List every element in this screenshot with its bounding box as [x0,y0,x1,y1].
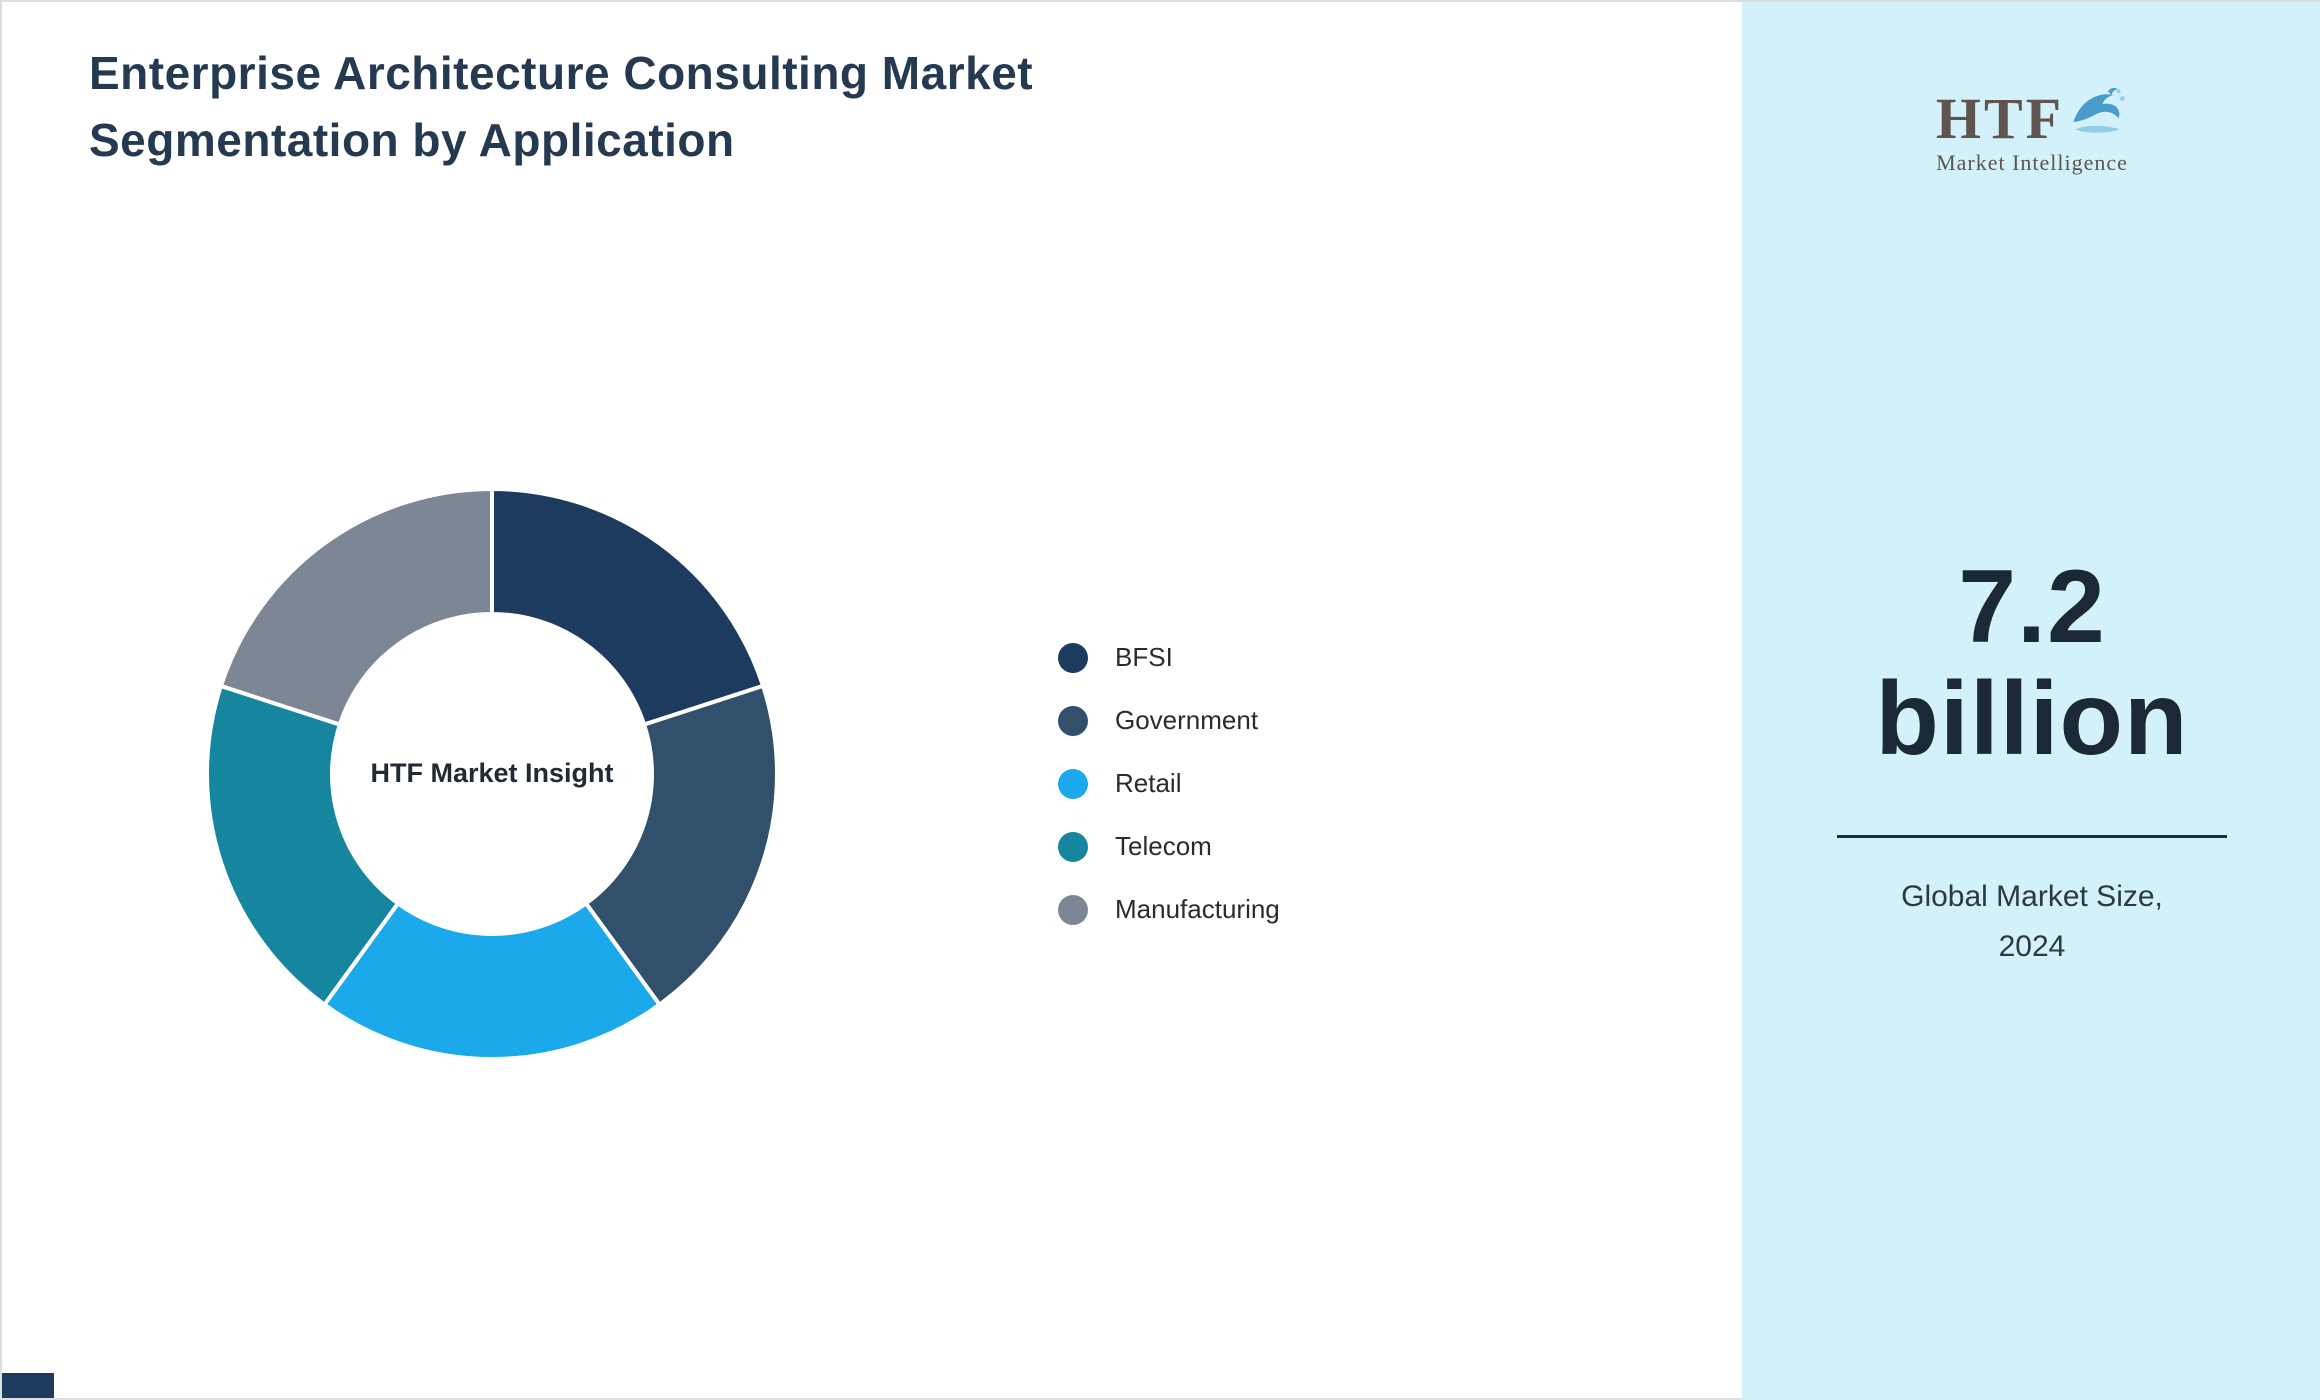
donut-segment-manufacturing [218,487,494,727]
legend-label: BFSI [1115,642,1173,672]
legend-label: Telecom [1115,831,1212,861]
legend-item: Telecom [1058,815,1280,878]
chart-legend: BFSI Government Retail Telecom Manufacturing [1058,626,1280,941]
htf-logo: HTF Market Intelligence [1742,86,2320,176]
legend-item: Retail [1058,752,1280,815]
caption-line-1: Global Market Size, [1901,880,2163,913]
legend-dot [1058,768,1088,799]
logo-row: HTF [1742,86,2320,151]
legend-dot [1058,894,1088,925]
legend-item: Manufacturing [1058,878,1280,941]
dolphin-icon [2073,87,2125,133]
logo-text: HTF [1935,86,2065,151]
legend-dot [1058,831,1088,862]
divider [1837,835,2227,838]
legend-item: Government [1058,689,1280,752]
market-size-block: 7.2 billion Global Market Size, 2024 [1742,551,2320,972]
legend-dot [1058,705,1088,736]
donut-segment-retail [322,901,662,1061]
legend-label: Government [1115,705,1259,735]
market-size-panel: HTF Market Intelligence 7.2 billion Glob… [1742,2,2320,1400]
market-size-unit: billion [1875,661,2189,777]
corner-accent [2,1373,54,1398]
page-title: Enterprise Architecture Consulting Marke… [89,47,1034,167]
donut-segment-bfsi [490,487,766,727]
donut-segment-government [584,683,779,1007]
logo-subtext: Market Intelligence [1936,150,2128,175]
legend-dot [1058,642,1088,673]
market-size-caption: Global Market Size, 2024 [1742,872,2320,972]
legend-item: BFSI [1058,626,1280,689]
market-size-value: 7.2 [1958,549,2106,665]
donut-segment-telecom [205,683,400,1007]
donut-chart: HTF Market Insight [192,474,792,1074]
legend-label: Manufacturing [1115,894,1280,924]
legend-label: Retail [1115,768,1182,798]
donut-svg [205,487,779,1061]
donut-center-label: HTF Market Insight [370,758,614,789]
caption-line-2: 2024 [1998,930,2066,963]
